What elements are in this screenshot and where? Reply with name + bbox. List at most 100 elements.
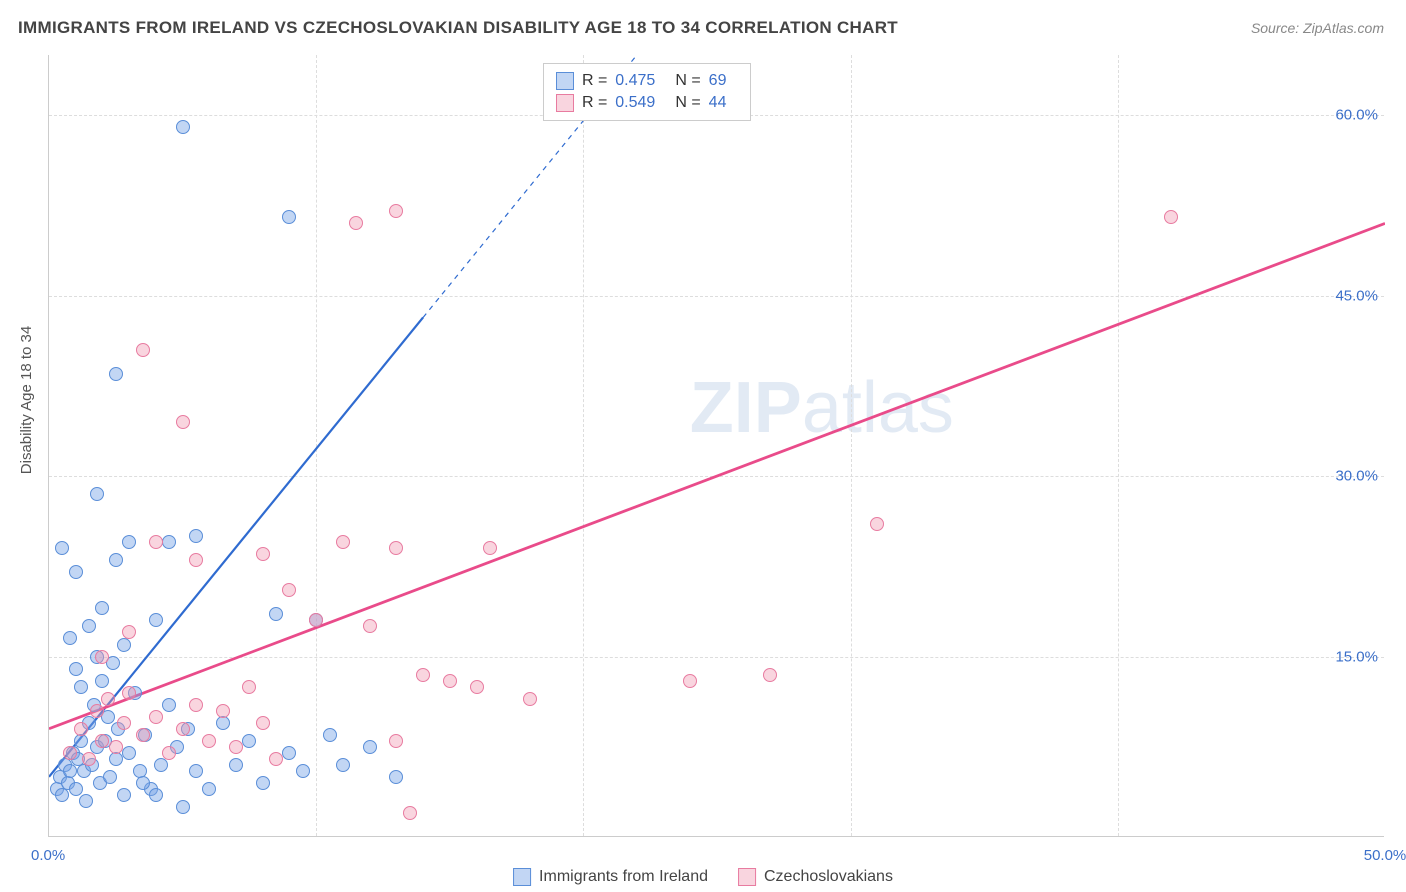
data-point bbox=[282, 746, 296, 760]
data-point bbox=[389, 541, 403, 555]
data-point bbox=[683, 674, 697, 688]
stats-row: R =0.475N =69 bbox=[556, 70, 739, 92]
data-point bbox=[176, 800, 190, 814]
data-point bbox=[189, 698, 203, 712]
x-tick-label: 50.0% bbox=[1364, 847, 1406, 864]
data-point bbox=[282, 210, 296, 224]
stats-box: R = 0.475 N = 69 R = 0.549 N = 44 bbox=[543, 63, 752, 121]
data-point bbox=[149, 788, 163, 802]
data-point bbox=[95, 650, 109, 664]
data-point bbox=[69, 782, 83, 796]
r-label: R = bbox=[582, 72, 607, 90]
data-point bbox=[117, 638, 131, 652]
data-point bbox=[122, 746, 136, 760]
data-point bbox=[63, 746, 77, 760]
data-point bbox=[117, 716, 131, 730]
data-point bbox=[63, 764, 77, 778]
data-point bbox=[69, 662, 83, 676]
chart-title: IMMIGRANTS FROM IRELAND VS CZECHOSLOVAKI… bbox=[18, 18, 898, 38]
data-point bbox=[763, 668, 777, 682]
regression-lines bbox=[49, 55, 1385, 837]
stats-row: R = 0.549 N = 44 bbox=[556, 92, 739, 114]
data-point bbox=[336, 535, 350, 549]
gridline-horizontal bbox=[49, 476, 1384, 477]
data-point bbox=[202, 782, 216, 796]
data-point bbox=[95, 734, 109, 748]
data-point bbox=[256, 716, 270, 730]
data-point bbox=[202, 734, 216, 748]
data-point bbox=[101, 692, 115, 706]
data-point bbox=[95, 674, 109, 688]
data-point bbox=[95, 601, 109, 615]
data-point bbox=[363, 619, 377, 633]
data-point bbox=[443, 674, 457, 688]
data-point bbox=[63, 631, 77, 645]
n-value: 44 bbox=[709, 94, 727, 112]
legend-swatch bbox=[738, 868, 756, 886]
data-point bbox=[229, 758, 243, 772]
data-point bbox=[90, 487, 104, 501]
data-point bbox=[242, 680, 256, 694]
data-point bbox=[109, 367, 123, 381]
data-point bbox=[483, 541, 497, 555]
n-value: 69 bbox=[709, 72, 727, 90]
legend-label: Immigrants from Ireland bbox=[539, 868, 708, 886]
data-point bbox=[256, 547, 270, 561]
data-point bbox=[149, 613, 163, 627]
data-point bbox=[296, 764, 310, 778]
n-label: N = bbox=[675, 94, 700, 112]
data-point bbox=[349, 216, 363, 230]
data-point bbox=[117, 788, 131, 802]
data-point bbox=[216, 716, 230, 730]
data-point bbox=[162, 746, 176, 760]
data-point bbox=[162, 698, 176, 712]
data-point bbox=[523, 692, 537, 706]
watermark-light: atlas bbox=[802, 368, 954, 448]
y-axis-label: Disability Age 18 to 34 bbox=[18, 326, 35, 474]
gridline-vertical bbox=[851, 55, 852, 836]
data-point bbox=[176, 722, 190, 736]
data-point bbox=[309, 613, 323, 627]
plot-area: ZIPatlas 15.0%30.0%45.0%60.0%0.0%50.0%R … bbox=[48, 55, 1384, 837]
data-point bbox=[389, 204, 403, 218]
data-point bbox=[870, 517, 884, 531]
gridline-vertical bbox=[1118, 55, 1119, 836]
data-point bbox=[74, 722, 88, 736]
data-point bbox=[55, 788, 69, 802]
r-value: 0.549 bbox=[615, 94, 655, 112]
data-point bbox=[269, 607, 283, 621]
data-point bbox=[189, 764, 203, 778]
legend-item[interactable]: Czechoslovakians bbox=[738, 868, 893, 886]
data-point bbox=[55, 541, 69, 555]
data-point bbox=[82, 752, 96, 766]
data-point bbox=[389, 734, 403, 748]
data-point bbox=[109, 740, 123, 754]
data-point bbox=[149, 535, 163, 549]
x-tick-label: 0.0% bbox=[31, 847, 65, 864]
watermark: ZIPatlas bbox=[690, 367, 954, 449]
data-point bbox=[229, 740, 243, 754]
y-tick-label: 60.0% bbox=[1335, 107, 1378, 124]
legend-item[interactable]: Immigrants from Ireland bbox=[513, 868, 708, 886]
data-point bbox=[122, 535, 136, 549]
data-point bbox=[154, 758, 168, 772]
gridline-horizontal bbox=[49, 296, 1384, 297]
data-point bbox=[389, 770, 403, 784]
data-point bbox=[90, 704, 104, 718]
r-value: 0.475 bbox=[615, 72, 655, 90]
data-point bbox=[256, 776, 270, 790]
data-point bbox=[336, 758, 350, 772]
data-point bbox=[136, 776, 150, 790]
data-point bbox=[323, 728, 337, 742]
data-point bbox=[403, 806, 417, 820]
data-point bbox=[282, 583, 296, 597]
data-point bbox=[149, 710, 163, 724]
data-point bbox=[103, 770, 117, 784]
data-point bbox=[363, 740, 377, 754]
data-point bbox=[74, 734, 88, 748]
y-tick-label: 30.0% bbox=[1335, 468, 1378, 485]
data-point bbox=[122, 625, 136, 639]
data-point bbox=[82, 619, 96, 633]
r-label: R = bbox=[582, 94, 607, 112]
data-point bbox=[69, 565, 83, 579]
